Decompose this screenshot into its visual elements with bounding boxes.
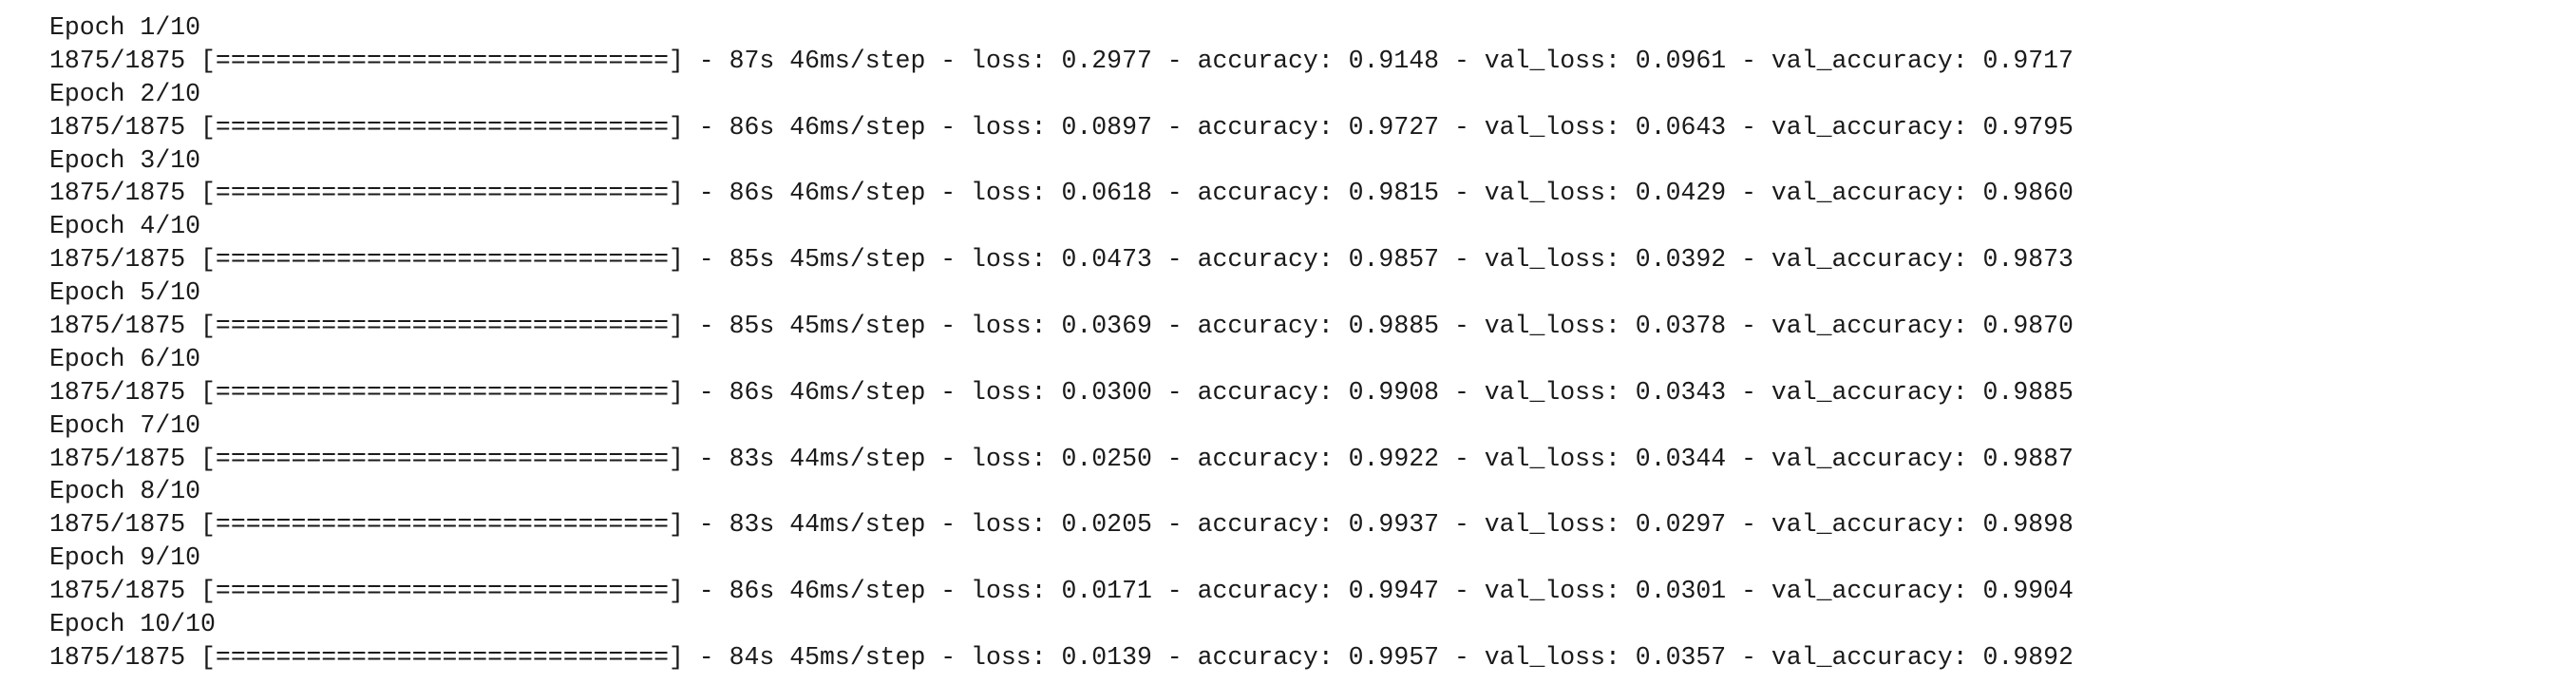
epoch-progress-line: 1875/1875 [=============================… bbox=[49, 510, 2074, 540]
epoch-progress-line: 1875/1875 [=============================… bbox=[49, 112, 2074, 142]
epoch-progress-line: 1875/1875 [=============================… bbox=[49, 377, 2074, 407]
epoch-header: Epoch 8/10 bbox=[49, 477, 201, 506]
epoch-header: Epoch 6/10 bbox=[49, 344, 201, 373]
epoch-header: Epoch 2/10 bbox=[49, 79, 201, 108]
epoch-progress-line: 1875/1875 [=============================… bbox=[49, 179, 2074, 208]
epoch-header: Epoch 5/10 bbox=[49, 278, 201, 308]
epoch-progress-line: 1875/1875 [=============================… bbox=[49, 46, 2074, 75]
epoch-header: Epoch 1/10 bbox=[49, 13, 201, 42]
epoch-progress-line: 1875/1875 [=============================… bbox=[49, 312, 2074, 341]
epoch-header: Epoch 4/10 bbox=[49, 212, 201, 241]
epoch-progress-line: 1875/1875 [=============================… bbox=[49, 642, 2074, 672]
epoch-header: Epoch 3/10 bbox=[49, 145, 201, 175]
epoch-progress-line: 1875/1875 [=============================… bbox=[49, 577, 2074, 606]
epoch-header: Epoch 10/10 bbox=[49, 610, 216, 639]
epoch-progress-line: 1875/1875 [=============================… bbox=[49, 444, 2074, 473]
epoch-header: Epoch 9/10 bbox=[49, 543, 201, 573]
training-log-output: Epoch 1/10 1875/1875 [===================… bbox=[49, 11, 2074, 674]
epoch-header: Epoch 7/10 bbox=[49, 410, 201, 440]
epoch-progress-line: 1875/1875 [=============================… bbox=[49, 245, 2074, 275]
